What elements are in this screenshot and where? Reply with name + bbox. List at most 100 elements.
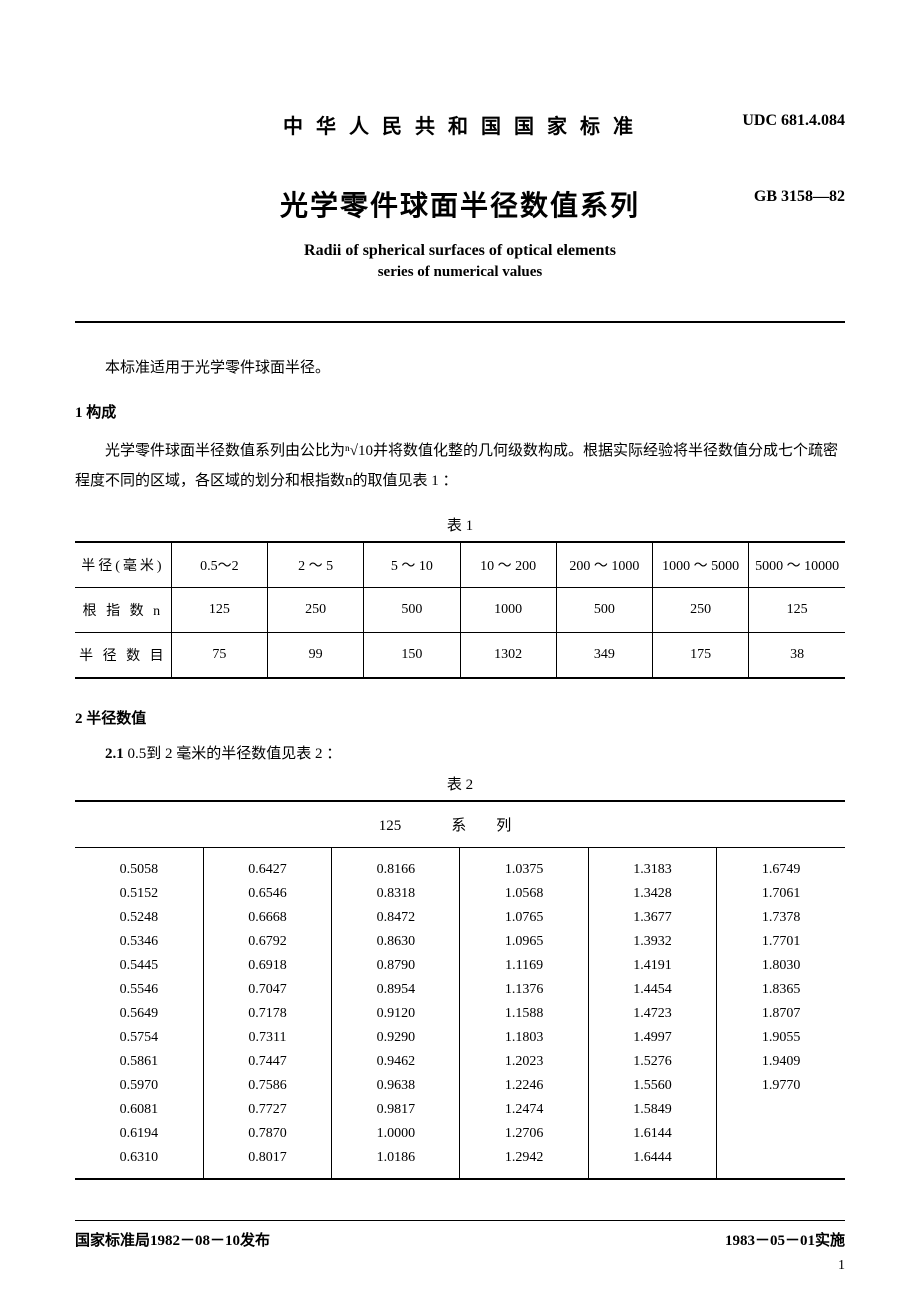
section-2-1: 2.1 0.5到 2 毫米的半径数值见表 2 ：: [75, 742, 845, 763]
cell: 250: [268, 588, 364, 633]
cell: 0.6427: [203, 848, 331, 883]
cell: 5000 ～ 10000: [749, 542, 845, 588]
cell: 0.9462: [332, 1050, 460, 1074]
cell: 150: [364, 633, 460, 679]
cell: 0.6310: [75, 1146, 203, 1179]
cell: 0.7047: [203, 978, 331, 1002]
cell: 0.8318: [332, 882, 460, 906]
section-1-heading: 1 构成: [75, 401, 845, 422]
cell-label: 半 径 数 目: [75, 633, 171, 679]
table-row: 根 指 数 n 125 250 500 1000 500 250 125: [75, 588, 845, 633]
cell: 1.4191: [588, 954, 716, 978]
cell: [717, 1098, 845, 1122]
cell: 1.1376: [460, 978, 588, 1002]
cell: 1.0186: [332, 1146, 460, 1179]
cell: 38: [749, 633, 845, 679]
series-label: 系列: [451, 818, 541, 834]
table-row: 0.57540.73110.92901.18031.49971.9055: [75, 1026, 845, 1050]
cell: [717, 1122, 845, 1146]
cell: 2 ～ 5: [268, 542, 364, 588]
cell-label: 半径(毫米): [75, 542, 171, 588]
cell: 1.7701: [717, 930, 845, 954]
cell: 349: [556, 633, 652, 679]
udc-code: UDC 681.4.084: [742, 112, 845, 130]
footer: 国家标准局1982－08－10发布 1983－05－01实施: [75, 1220, 845, 1250]
table-row: 半 径 数 目 75 99 150 1302 349 175 38: [75, 633, 845, 679]
main-title: 光学零件球面半径数值系列: [75, 184, 845, 224]
sub-text: 0.5到 2 毫米的半径数值见表 2 ：: [124, 746, 342, 762]
table-row: 0.54450.69180.87901.11691.41911.8030: [75, 954, 845, 978]
cell: 1.9409: [717, 1050, 845, 1074]
cell: 0.7870: [203, 1122, 331, 1146]
cell: 0.6668: [203, 906, 331, 930]
cell: 1.3932: [588, 930, 716, 954]
cell: 0.5152: [75, 882, 203, 906]
cell: 1.2474: [460, 1098, 588, 1122]
cell: 0.5～2: [171, 542, 267, 588]
gb-code: GB 3158—82: [754, 188, 845, 206]
table-1-caption: 表 1: [75, 514, 845, 535]
cell: 5 ～ 10: [364, 542, 460, 588]
cell: 1.2942: [460, 1146, 588, 1179]
cell: 0.8954: [332, 978, 460, 1002]
cell: 1.8365: [717, 978, 845, 1002]
cell: 1.5276: [588, 1050, 716, 1074]
cell: 1.3428: [588, 882, 716, 906]
cell: 0.9817: [332, 1098, 460, 1122]
cell: [717, 1146, 845, 1179]
cell: 1.6444: [588, 1146, 716, 1179]
cell: 1000 ～ 5000: [653, 542, 749, 588]
cell-label: 根 指 数 n: [75, 588, 171, 633]
table-2: 125 系列 0.50580.64270.81661.03751.31831.67…: [75, 800, 845, 1180]
cell: 1.6144: [588, 1122, 716, 1146]
table-row: 0.56490.71780.91201.15881.47231.8707: [75, 1002, 845, 1026]
cell: 0.5546: [75, 978, 203, 1002]
cell: 0.5058: [75, 848, 203, 883]
english-title-line2: series of numerical values: [75, 264, 845, 281]
table-row: 0.59700.75860.96381.22461.55601.9770: [75, 1074, 845, 1098]
cell: 0.7586: [203, 1074, 331, 1098]
sub-number: 2.1: [105, 746, 124, 762]
cell: 1.1169: [460, 954, 588, 978]
cell: 0.8166: [332, 848, 460, 883]
footer-left: 国家标准局1982－08－10发布: [75, 1229, 270, 1250]
table-row: 0.50580.64270.81661.03751.31831.6749: [75, 848, 845, 883]
header-row: 中 华 人 民 共 和 国 国 家 标 准 UDC 681.4.084: [75, 110, 845, 139]
page-number: 1: [75, 1258, 845, 1274]
series-number: 125: [379, 818, 402, 835]
cell: 1.9055: [717, 1026, 845, 1050]
cell: 0.7178: [203, 1002, 331, 1026]
cell: 200 ～ 1000: [556, 542, 652, 588]
cell: 1.0000: [332, 1122, 460, 1146]
cell: 1.0765: [460, 906, 588, 930]
cell: 1.5849: [588, 1098, 716, 1122]
cell: 1.5560: [588, 1074, 716, 1098]
cell: 0.5970: [75, 1074, 203, 1098]
table-row: 0.52480.66680.84721.07651.36771.7378: [75, 906, 845, 930]
cell: 1.1588: [460, 1002, 588, 1026]
cell: 125: [749, 588, 845, 633]
cell: 0.6918: [203, 954, 331, 978]
cell: 0.6194: [75, 1122, 203, 1146]
series-header-cell: 125 系列: [75, 801, 845, 848]
table-row: 0.51520.65460.83181.05681.34281.7061: [75, 882, 845, 906]
table-1: 半径(毫米) 0.5～2 2 ～ 5 5 ～ 10 10 ～ 200 200 ～…: [75, 541, 845, 679]
cell: 0.7311: [203, 1026, 331, 1050]
cell: 10 ～ 200: [460, 542, 556, 588]
cell: 250: [653, 588, 749, 633]
cell: 0.9290: [332, 1026, 460, 1050]
divider-top: [75, 321, 845, 323]
cell: 1.2246: [460, 1074, 588, 1098]
cell: 1302: [460, 633, 556, 679]
series-header-row: 125 系列: [75, 801, 845, 848]
section-1-para: 光学零件球面半径数值系列由公比为ⁿ√10并将数值化整的几何级数构成。根据实际经验…: [75, 436, 845, 496]
cell: 0.7727: [203, 1098, 331, 1122]
cell: 125: [171, 588, 267, 633]
cell: 1.3183: [588, 848, 716, 883]
title-row: 光学零件球面半径数值系列 GB 3158—82: [75, 184, 845, 224]
section-2-heading: 2 半径数值: [75, 707, 845, 728]
cell: 175: [653, 633, 749, 679]
table-row: 0.60810.77270.98171.24741.5849: [75, 1098, 845, 1122]
english-title-line1: Radii of spherical surfaces of optical e…: [75, 242, 845, 260]
cell: 1.8707: [717, 1002, 845, 1026]
